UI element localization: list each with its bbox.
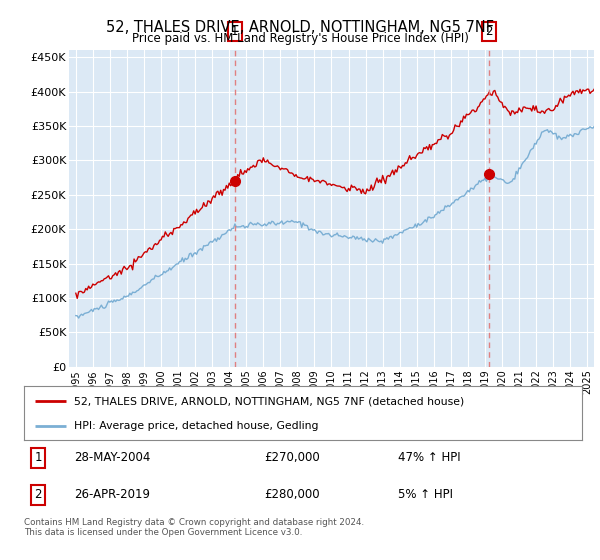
Text: 1: 1 xyxy=(34,451,42,464)
Text: 2: 2 xyxy=(34,488,42,501)
Text: 52, THALES DRIVE, ARNOLD, NOTTINGHAM, NG5 7NF (detached house): 52, THALES DRIVE, ARNOLD, NOTTINGHAM, NG… xyxy=(74,396,464,407)
Text: 52, THALES DRIVE, ARNOLD, NOTTINGHAM, NG5 7NF: 52, THALES DRIVE, ARNOLD, NOTTINGHAM, NG… xyxy=(106,20,494,35)
Text: 5% ↑ HPI: 5% ↑ HPI xyxy=(398,488,453,501)
Text: 26-APR-2019: 26-APR-2019 xyxy=(74,488,150,501)
Text: 28-MAY-2004: 28-MAY-2004 xyxy=(74,451,151,464)
Text: £270,000: £270,000 xyxy=(264,451,320,464)
Text: Contains HM Land Registry data © Crown copyright and database right 2024.
This d: Contains HM Land Registry data © Crown c… xyxy=(24,518,364,538)
Text: £280,000: £280,000 xyxy=(264,488,320,501)
Text: Price paid vs. HM Land Registry's House Price Index (HPI): Price paid vs. HM Land Registry's House … xyxy=(131,32,469,45)
Text: 2: 2 xyxy=(485,25,493,38)
Text: 47% ↑ HPI: 47% ↑ HPI xyxy=(398,451,460,464)
Text: HPI: Average price, detached house, Gedling: HPI: Average price, detached house, Gedl… xyxy=(74,421,319,431)
Text: 1: 1 xyxy=(231,25,239,38)
